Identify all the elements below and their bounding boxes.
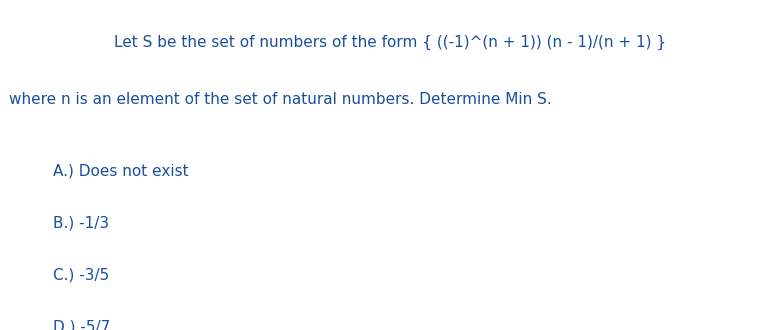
- Text: where n is an element of the set of natural numbers. Determine Min S.: where n is an element of the set of natu…: [9, 92, 552, 107]
- Text: Let S be the set of numbers of the form { ((-1)^(n + 1)) (n - 1)/(n + 1) }: Let S be the set of numbers of the form …: [114, 35, 666, 50]
- Text: B.) -1/3: B.) -1/3: [53, 215, 109, 230]
- Text: C.) -3/5: C.) -3/5: [53, 268, 109, 282]
- Text: D.) -5/7: D.) -5/7: [53, 320, 110, 330]
- Text: A.) Does not exist: A.) Does not exist: [53, 163, 189, 178]
